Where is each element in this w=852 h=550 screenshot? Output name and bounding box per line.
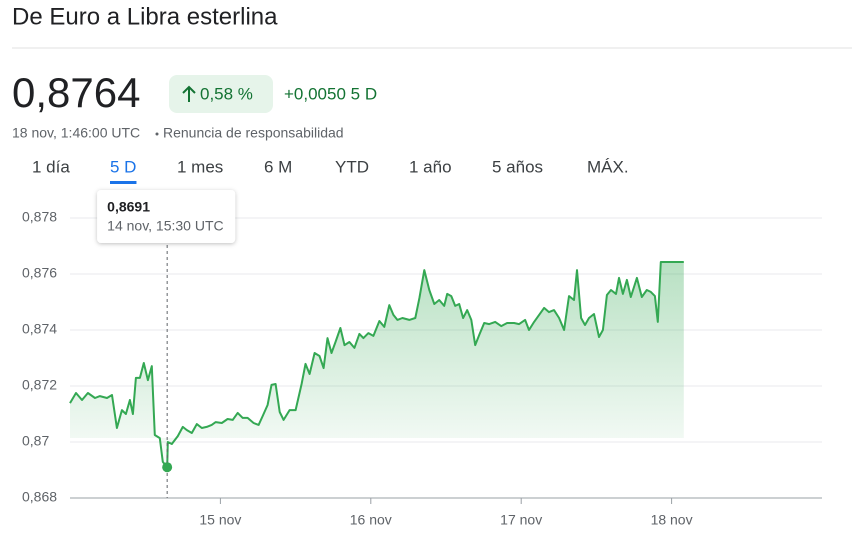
y-tick-label: 0,878 — [22, 209, 57, 225]
range-tab[interactable]: YTD — [335, 157, 369, 176]
title: De Euro a Libra esterlina — [12, 3, 278, 30]
x-tick-label: 17 nov — [500, 512, 542, 528]
change-pct: 0,58 % — [200, 84, 253, 103]
hover-dot — [162, 462, 173, 473]
price: 0,8764 — [12, 69, 140, 116]
up-arrow — [182, 85, 196, 102]
x-tick-label: 15 nov — [199, 512, 241, 528]
range-tab[interactable]: 5 años — [492, 157, 543, 176]
x-tick-label: 16 nov — [350, 512, 392, 528]
y-tick-label: 0,868 — [22, 489, 57, 505]
chart: 0,878 0,876 0,874 0,872 0,87 0,868 15 nov 16 no… — [22, 190, 822, 528]
range-tabs: 1 día 5 D 1 mes 6 M YTD 1 año 5 años MÁX. — [32, 157, 629, 184]
area-fill — [70, 262, 684, 468]
range-tab[interactable]: 1 día — [32, 157, 70, 176]
range-tab[interactable]: 1 año — [409, 157, 452, 176]
change-abs: +0,0050 5 D — [284, 84, 377, 103]
y-tick-label: 0,87 — [22, 433, 49, 449]
x-tick-label: 18 nov — [651, 512, 693, 528]
tooltip-value: 0,8691 — [107, 199, 150, 215]
range-tab[interactable]: 1 mes — [177, 157, 223, 176]
range-tab[interactable]: MÁX. — [587, 157, 629, 176]
y-tick-label: 0,874 — [22, 321, 57, 337]
y-tick-label: 0,872 — [22, 377, 57, 393]
disclaimer[interactable]: Renuncia de responsabilidad — [163, 125, 344, 141]
range-tab[interactable]: 5 D — [110, 157, 136, 176]
price-line — [69, 261, 684, 469]
tooltip-time: 14 nov, 15:30 UTC — [107, 218, 223, 234]
active-tab-underline — [110, 181, 137, 184]
tooltip — [97, 190, 236, 243]
range-tab[interactable]: 6 M — [264, 157, 292, 176]
y-tick-label: 0,876 — [22, 265, 57, 281]
timestamp: 18 nov, 1:46:00 UTC — [12, 125, 140, 141]
separator — [155, 132, 159, 136]
change-badge — [169, 75, 273, 113]
